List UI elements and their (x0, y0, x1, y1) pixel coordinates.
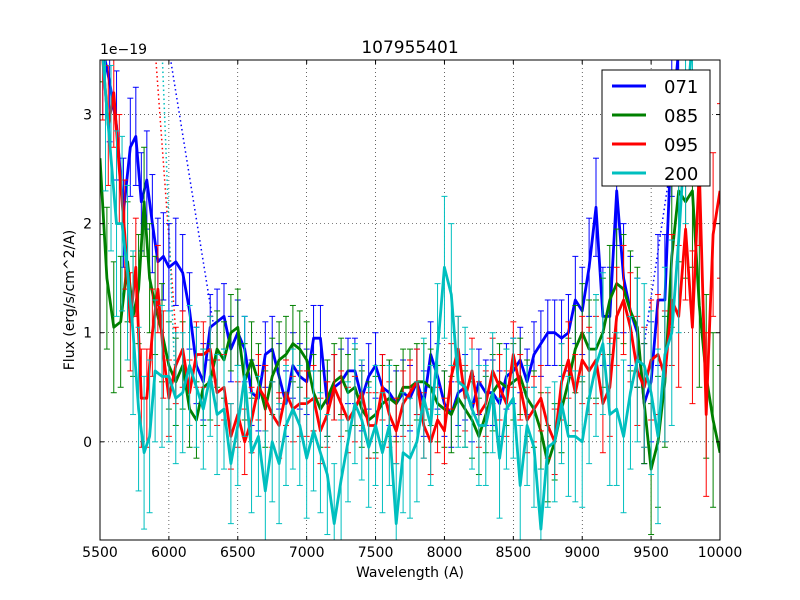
series-line (100, 158, 720, 471)
series-line (101, 60, 693, 531)
x-tick-label: 10000 (698, 545, 743, 561)
y-axis-label: Flux (erg/s/cm^2/A) (62, 230, 78, 370)
y-tick-label: 3 (83, 108, 92, 124)
extrapolation-dotted-line (161, 60, 176, 366)
x-tick-label: 5500 (82, 545, 118, 561)
legend-label: 095 (664, 135, 698, 156)
x-tick-label: 7500 (358, 545, 394, 561)
x-tick-label: 9000 (564, 545, 600, 561)
y-tick-label: 0 (83, 435, 92, 451)
x-tick-label: 8000 (427, 545, 463, 561)
extrapolation-dotted-line (169, 60, 214, 322)
x-tick-label: 9500 (633, 545, 669, 561)
axis-ticks: 5500 6000 6500 7000 7500 8000 8500 9000 9500 1000… (82, 60, 742, 561)
data-series (100, 60, 720, 540)
legend-box (601, 69, 711, 187)
legend-label: 200 (664, 164, 698, 185)
legend-label: 085 (664, 106, 698, 127)
series-200 (100, 60, 696, 540)
x-tick-label: 6500 (220, 545, 256, 561)
legend-label: 071 (664, 77, 698, 98)
y-tick-label: 2 (83, 217, 92, 233)
y-tick-label: 1 (83, 326, 92, 342)
x-tick-label: 7000 (289, 545, 325, 561)
series-line (103, 60, 680, 416)
x-tick-label: 8500 (496, 545, 532, 561)
chart-title: 107955401 (361, 38, 458, 58)
legend: 071 085 095 200 (601, 69, 711, 187)
plot-frame (99, 59, 721, 541)
y-axis-offset-label: 1e−19 (100, 42, 147, 58)
x-tick-label: 6000 (151, 545, 187, 561)
x-axis-label: Wavelength (A) (356, 565, 464, 581)
